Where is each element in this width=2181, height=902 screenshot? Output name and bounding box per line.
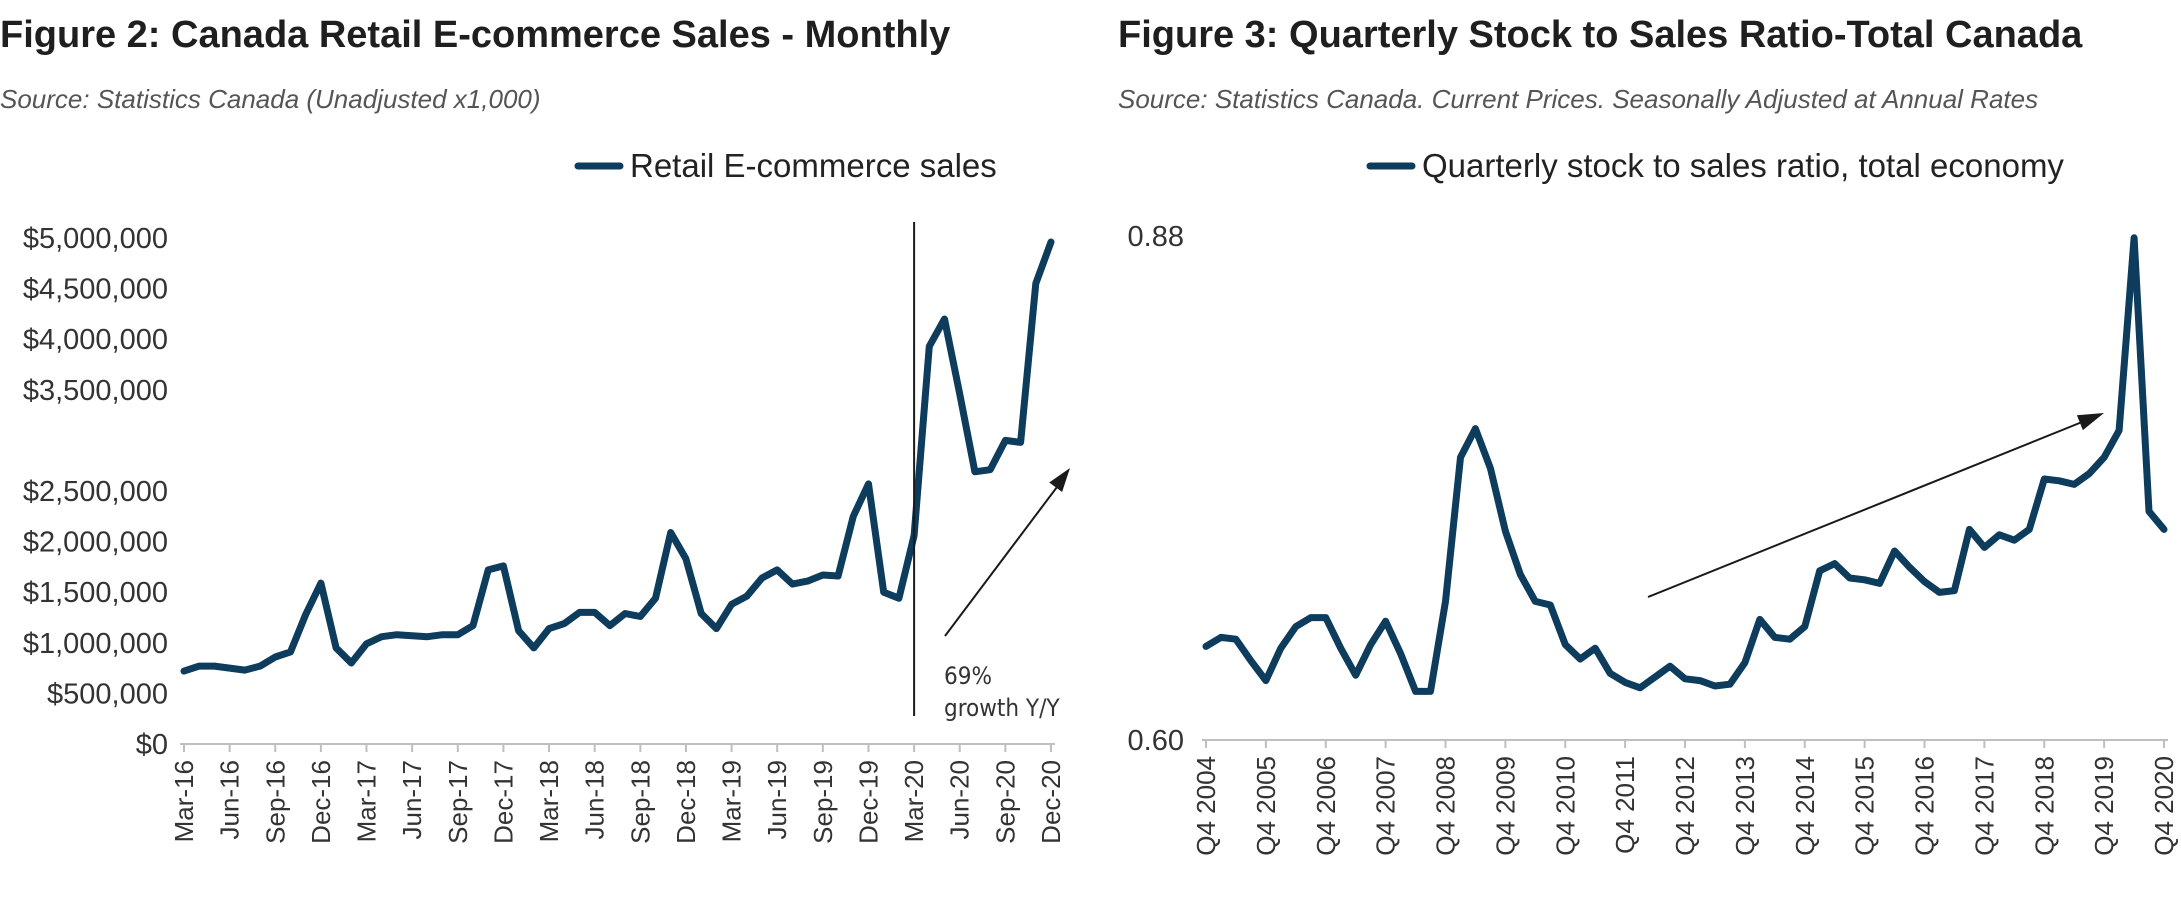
legend-label: Quarterly stock to sales ratio, total ec… xyxy=(1422,147,2064,184)
trend-arrow-head xyxy=(2076,413,2104,431)
x-tick-label: Q4 2009 xyxy=(1490,756,1520,856)
growth-arrow-head xyxy=(1049,468,1070,493)
y-tick-label: $4,000,000 xyxy=(23,324,168,356)
figure-3-title: Figure 3: Quarterly Stock to Sales Ratio… xyxy=(1118,14,2083,56)
x-tick-label: Q4 2015 xyxy=(1850,756,1880,856)
y-tick-label: $2,000,000 xyxy=(23,527,168,559)
x-tick-label: Q4 2007 xyxy=(1371,756,1401,856)
x-tick-label: Mar-16 xyxy=(169,760,199,842)
x-tick-label: Q4 2014 xyxy=(1790,756,1820,856)
x-tick-label: Sep-20 xyxy=(990,760,1020,844)
x-tick-label: Q4 2004 xyxy=(1191,756,1221,856)
figure-2-chart: Retail E-commerce sales $0 $500,000 $1,000,… xyxy=(23,147,1070,844)
trend-arrow-line xyxy=(1647,417,2093,598)
x-tick-label: Q4 2005 xyxy=(1251,756,1281,856)
x-tick-label: Dec-17 xyxy=(488,760,518,844)
x-tick-label: Mar-18 xyxy=(534,760,564,842)
x-tick-label: Q4 2017 xyxy=(1969,756,1999,856)
y-tick-label: $3,500,000 xyxy=(23,375,168,407)
x-tick-label: Sep-17 xyxy=(443,760,473,844)
series-line xyxy=(1202,234,2168,695)
figure-3-chart: Quarterly stock to sales ratio, total ec… xyxy=(1128,147,2179,856)
x-tick-label: Q4 2012 xyxy=(1670,756,1700,856)
figure-2-panel: Figure 2: Canada Retail E-commerce Sales… xyxy=(0,0,1070,902)
growth-arrow-line xyxy=(944,482,1061,637)
figure-3-panel: Figure 3: Quarterly Stock to Sales Ratio… xyxy=(1118,0,2181,902)
y-tick-label: $4,500,000 xyxy=(23,274,168,306)
x-tick-label: Dec-19 xyxy=(853,760,883,844)
x-tick-label: Q4 2019 xyxy=(2089,756,2119,856)
x-tick-label: Jun-17 xyxy=(397,760,427,840)
x-tick-label: Dec-20 xyxy=(1036,760,1066,844)
y-tick-label: $0 xyxy=(136,729,168,761)
x-tick-label: Jun-20 xyxy=(945,760,975,840)
figure-2-source: Source: Statistics Canada (Unadjusted x1… xyxy=(0,84,541,114)
x-tick-label: Q4 2008 xyxy=(1431,756,1461,856)
x-tick-label: Dec-18 xyxy=(671,760,701,844)
y-tick-label: $500,000 xyxy=(47,678,168,710)
x-tick-label: Mar-20 xyxy=(899,760,929,842)
x-tick-label: Sep-18 xyxy=(625,760,655,844)
y-tick-label: $1,000,000 xyxy=(23,628,168,660)
growth-annotation-percent: 69% xyxy=(944,662,992,690)
x-tick-label: Q4 2006 xyxy=(1311,756,1341,856)
figure-2-title: Figure 2: Canada Retail E-commerce Sales… xyxy=(0,14,951,56)
x-tick-label: Q4 2018 xyxy=(2029,756,2059,856)
x-tick-label: Jun-19 xyxy=(762,760,792,840)
x-tick-label: Q4 2020 xyxy=(2149,756,2179,856)
y-tick-label: $1,500,000 xyxy=(23,577,168,609)
x-tick-label: Mar-19 xyxy=(717,760,747,842)
x-tick-label: Dec-16 xyxy=(306,760,336,844)
series-line xyxy=(180,238,1055,675)
growth-annotation-text: growth Y/Y xyxy=(944,694,1060,722)
figure-3-source: Source: Statistics Canada. Current Price… xyxy=(1118,84,2039,114)
x-tick-label: Q4 2010 xyxy=(1550,756,1580,856)
y-tick-label: $2,500,000 xyxy=(23,476,168,508)
y-tick-label: $5,000,000 xyxy=(23,223,168,255)
x-tick-label: Q4 2016 xyxy=(1910,756,1940,856)
x-tick-label: Jun-18 xyxy=(580,760,610,840)
y-tick-label: 0.88 xyxy=(1128,221,1184,253)
legend-label: Retail E-commerce sales xyxy=(630,147,997,184)
x-tick-label: Jun-16 xyxy=(215,760,245,840)
x-tick-label: Sep-19 xyxy=(808,760,838,844)
x-tick-label: Q4 2011 xyxy=(1610,756,1640,854)
x-tick-label: Sep-16 xyxy=(260,760,290,844)
x-tick-label: Q4 2013 xyxy=(1730,756,1760,856)
x-tick-label: Mar-17 xyxy=(352,760,382,842)
y-tick-label: 0.60 xyxy=(1128,725,1184,757)
